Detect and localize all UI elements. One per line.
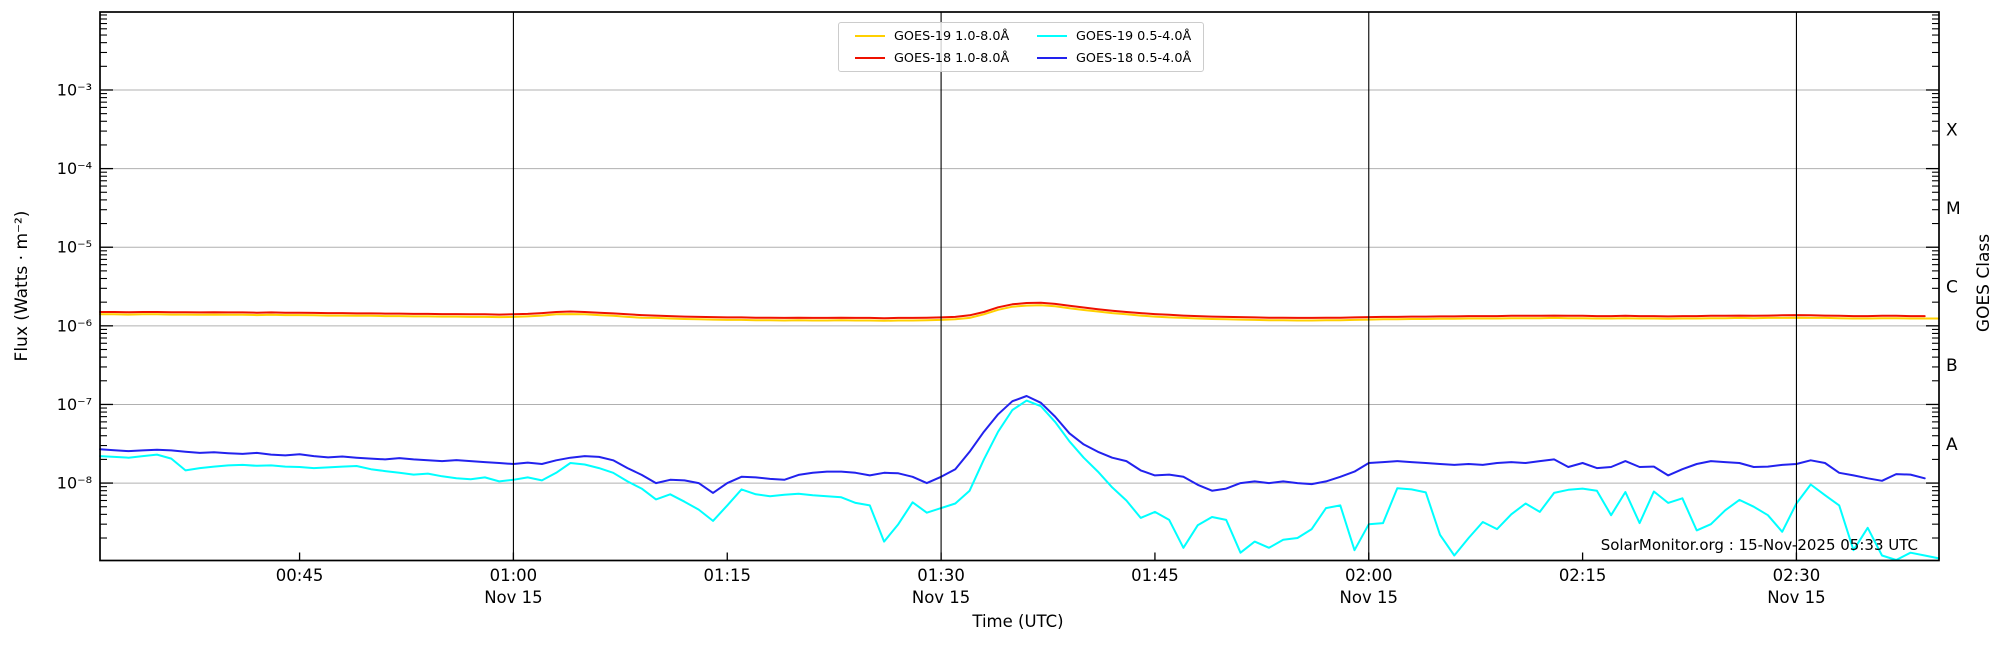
x-tick-label: 02:15 [1559, 566, 1607, 585]
x-tick-label: 01:30 [917, 566, 965, 585]
legend-label: GOES-18 0.5-4.0Å [1076, 50, 1192, 66]
y-tick-label: 10⁻⁸ [57, 474, 92, 493]
y-tick-label: 10⁻⁴ [57, 159, 92, 178]
class-letter-M: M [1946, 199, 1961, 219]
plot-border [99, 11, 1940, 562]
y-tick-labels: 10⁻³ 10⁻⁴ 10⁻⁵ 10⁻⁶ 10⁻⁷ 10⁻⁸ [57, 80, 92, 492]
class-letter-B: B [1946, 356, 1958, 376]
legend-entry-goes19-long: GOES-19 1.0-8.0Å [855, 29, 1011, 44]
class-letter-C: C [1946, 278, 1958, 298]
x-tick-label: 00:45 [276, 566, 324, 585]
axis-ticks [100, 14, 1939, 561]
x-tick-label: 02:30 [1773, 566, 1821, 585]
x-tick-date-label: Nov 15 [1767, 588, 1825, 607]
y-axis-label-goes-class: GOES Class [1974, 233, 1994, 333]
legend-line-sample-goes18-long [855, 57, 885, 59]
x-tick-date-label: Nov 15 [912, 588, 970, 607]
legend-label: GOES-19 0.5-4.0Å [1076, 28, 1192, 44]
legend-label: GOES-18 1.0-8.0Å [894, 50, 1010, 66]
y-axis-label-flux: Flux (Watts · m⁻²) [12, 210, 32, 362]
class-letter-A: A [1946, 435, 1958, 455]
x-tick-label: 02:00 [1345, 566, 1393, 585]
x-tick-label: 01:15 [703, 566, 751, 585]
legend-entry-goes18-short: GOES-18 0.5-4.0Å [1037, 51, 1193, 66]
legend-label: GOES-19 1.0-8.0Å [894, 28, 1010, 44]
y-tick-label: 10⁻³ [57, 80, 92, 99]
series-goes19-short [99, 399, 1940, 561]
legend-line-sample-goes19-short [1037, 35, 1067, 37]
series-goes18-long [99, 301, 1926, 320]
legend-entry-goes18-long: GOES-18 1.0-8.0Å [855, 51, 1011, 66]
legend-entry-goes19-short: GOES-19 0.5-4.0Å [1037, 29, 1193, 44]
series-goes19-long [99, 304, 1940, 322]
x-tick-label: 01:00 [490, 566, 538, 585]
x-tick-label: 01:45 [1131, 566, 1179, 585]
y-tick-label: 10⁻⁶ [57, 316, 92, 335]
legend-line-sample-goes18-short [1037, 57, 1067, 59]
goes-class-letters: X M C B A [1946, 120, 1961, 454]
solarmonitor-timestamp: SolarMonitor.org : 15-Nov-2025 05:33 UTC [1600, 536, 1918, 554]
x-axis-label-time: Time (UTC) [972, 612, 1064, 631]
x-tick-date-label: Nov 15 [484, 588, 542, 607]
legend: GOES-19 1.0-8.0Å GOES-18 1.0-8.0Å GOES-1… [838, 22, 1204, 72]
y-tick-label: 10⁻⁷ [57, 395, 92, 414]
x-tick-labels: 00:45 01:00 Nov 15 01:15 01:30 Nov 15 01:45 02:… [276, 566, 1826, 607]
class-letter-X: X [1946, 120, 1958, 140]
data-series [99, 301, 1940, 561]
series-goes18-short [99, 395, 1926, 494]
y-gridlines [100, 89, 1939, 484]
time-vlines [512, 12, 1797, 561]
y-tick-label: 10⁻⁵ [57, 238, 92, 257]
x-tick-date-label: Nov 15 [1340, 588, 1398, 607]
legend-line-sample-goes19-long [855, 35, 885, 37]
